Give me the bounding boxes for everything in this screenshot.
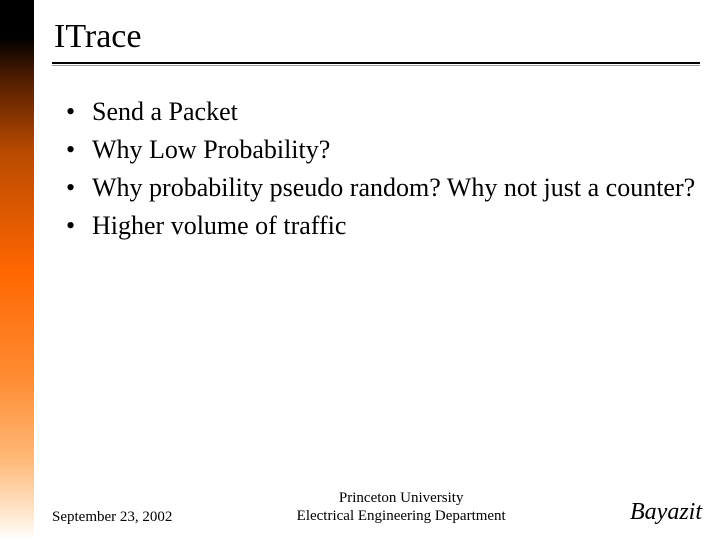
list-item: Send a Packet	[66, 94, 700, 130]
bullet-text: Why Low Probability?	[92, 135, 330, 164]
list-item: Higher volume of traffic	[66, 208, 700, 244]
slide-footer: September 23, 2002 Princeton University …	[52, 489, 702, 527]
footer-date: September 23, 2002	[52, 509, 172, 526]
footer-affiliation: Princeton University Electrical Engineer…	[172, 489, 630, 527]
bullet-text: Why probability pseudo random? Why not j…	[92, 173, 695, 202]
bullet-list: Send a Packet Why Low Probability? Why p…	[66, 94, 700, 244]
list-item: Why Low Probability?	[66, 132, 700, 168]
slide-content: ITrace Send a Packet Why Low Probability…	[34, 0, 720, 540]
list-item: Why probability pseudo random? Why not j…	[66, 170, 700, 206]
bullet-text: Send a Packet	[92, 97, 238, 126]
footer-line2: Electrical Engineering Department	[172, 507, 630, 526]
sidebar-gradient	[0, 0, 34, 540]
footer-author: Bayazit	[630, 499, 702, 526]
bullet-text: Higher volume of traffic	[92, 211, 346, 240]
title-rule-top	[52, 62, 700, 64]
slide-title: ITrace	[54, 18, 700, 56]
footer-line1: Princeton University	[172, 489, 630, 508]
title-rule-bottom	[52, 65, 700, 66]
